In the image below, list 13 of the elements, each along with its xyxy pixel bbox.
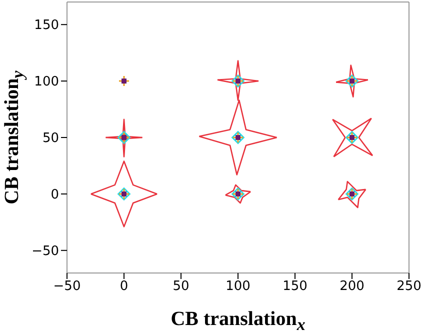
x-tick-label: 250 xyxy=(396,279,422,294)
x-tick-label: 200 xyxy=(340,279,364,294)
x-tick-label: 100 xyxy=(226,279,250,294)
x-axis-title: CB translation$_{x}$ xyxy=(170,308,306,332)
x-tick-label: 50 xyxy=(172,279,190,294)
y-tick-label: −50 xyxy=(32,244,59,260)
y-tick-label: 150 xyxy=(34,18,59,34)
y-tick-label: 0 xyxy=(50,188,59,203)
x-tick-label: 0 xyxy=(120,279,128,294)
y-tick-label: 100 xyxy=(34,74,59,90)
x-tick-label: −50 xyxy=(53,279,81,294)
y-tick-label: 50 xyxy=(42,131,59,146)
x-tick-label: 150 xyxy=(282,279,308,294)
